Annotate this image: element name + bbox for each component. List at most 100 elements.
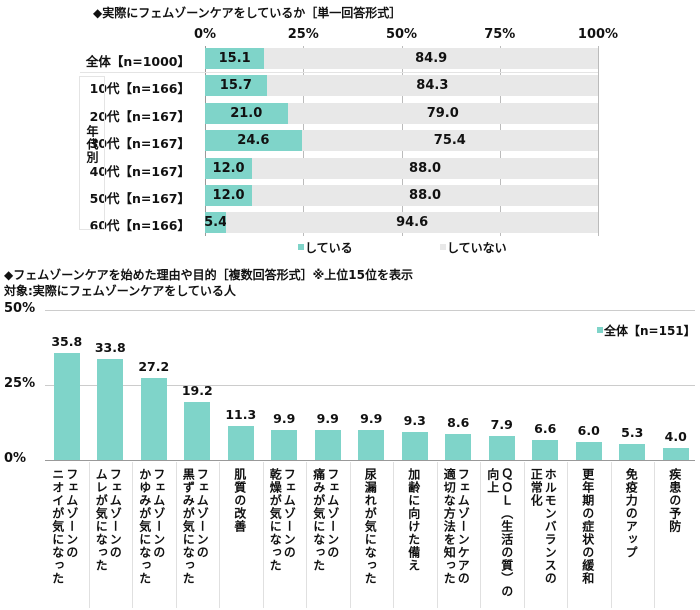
column-divider — [88, 462, 90, 608]
column-divider — [306, 462, 307, 608]
category-label: ＱＯＬ（生活の質）の 向上 — [486, 468, 514, 598]
row-label: 20代【n=167】 — [89, 109, 190, 124]
tick-label: 100% — [577, 27, 619, 42]
gridline — [45, 310, 695, 311]
category-label: 尿漏れが気になった — [363, 468, 377, 585]
data-label: 9.3 — [403, 413, 426, 429]
tick-label: 25% — [4, 376, 36, 391]
data-label: 35.8 — [51, 333, 83, 349]
category-label-line: 向上 — [485, 468, 500, 494]
category-label-line: ホルモンバランスの — [543, 468, 558, 585]
bar-segment: 84.3 — [266, 75, 598, 96]
category-label: 免疫力のアップ — [624, 468, 638, 559]
bar-segment: 75.4 — [301, 130, 598, 151]
category-label-line: 加齢に向けた備え — [406, 468, 421, 572]
category-label: 肌質の改善 — [233, 468, 247, 533]
bar — [401, 432, 428, 460]
category-label: フェムゾーンの 痛みが気になった — [312, 468, 340, 572]
chart2-title: ◆フェムゾーンケアを始めた理由や目的［複数回答形式］※上位15位を表示 — [4, 268, 413, 282]
legend-label: 全体【n=151】 — [604, 324, 696, 338]
gridline — [598, 46, 599, 236]
column-divider — [567, 462, 568, 608]
category-label: フェムゾーンの ムレが気になった — [94, 468, 122, 572]
bar — [619, 444, 646, 460]
tick-label: 0% — [193, 27, 217, 42]
category-label-line: 痛みが気になった — [311, 468, 326, 572]
category-label: 疾患の予防 — [668, 468, 682, 533]
category-label-line: フェムゾーンの — [325, 468, 340, 559]
group-box: 年代別 — [79, 76, 105, 230]
category-label-line: フェムゾーンの — [108, 468, 123, 559]
category-label-line: フェムゾーンの — [151, 468, 166, 559]
chart2-subtitle: 対象:実際にフェムゾーンケアをしている人 — [4, 284, 236, 298]
legend-label: していない — [447, 241, 507, 255]
bar-segment: 15.7 — [205, 75, 267, 96]
column-divider — [610, 462, 612, 608]
row-label: 全体【n=1000】 — [85, 54, 190, 69]
bar — [314, 430, 341, 460]
category-label-line: 正常化 — [529, 468, 544, 507]
data-label: 9.9 — [360, 411, 383, 427]
category-label-line: 適切な方法を知った — [442, 468, 457, 585]
divider — [80, 72, 598, 73]
bar-segment: 88.0 — [252, 185, 598, 206]
data-label: 11.3 — [225, 407, 257, 423]
tick-label: 75% — [484, 27, 516, 42]
bar-segment: 12.0 — [205, 158, 253, 179]
category-label: フェムゾーンの 黒ずみが気になった — [181, 468, 209, 585]
data-label: 6.6 — [534, 421, 557, 437]
row-label: 50代【n=167】 — [89, 191, 190, 206]
group-label: 年代別 — [85, 125, 99, 164]
column-divider — [262, 462, 264, 608]
column-divider — [219, 462, 220, 608]
tick-label: 25% — [287, 27, 319, 42]
category-label-line: かゆみが気になった — [137, 468, 152, 585]
category-label-line: フェムゾーンの — [64, 468, 79, 559]
data-label: 19.2 — [181, 383, 213, 399]
row-label: 40代【n=167】 — [89, 164, 190, 179]
bar-segment: 94.6 — [226, 212, 598, 233]
category-label-line: フェムゾーンの — [195, 468, 210, 559]
row-label: 30代【n=167】 — [89, 136, 190, 151]
category-label: 加齢に向けた備え — [407, 468, 421, 572]
legend-swatch — [597, 327, 603, 333]
data-label: 9.9 — [273, 411, 296, 427]
category-label-line: 免疫力のアップ — [624, 468, 639, 559]
bar-segment: 5.4 — [204, 212, 227, 233]
category-label: フェムゾーンの ニオイが気になった — [51, 468, 79, 585]
bar-segment: 21.0 — [205, 103, 288, 124]
category-label: フェムゾーンケアの 適切な方法を知った — [442, 468, 470, 585]
column-divider — [132, 462, 133, 608]
category-label-line: ムレが気になった — [94, 468, 109, 572]
bar — [140, 378, 167, 460]
axis-line — [45, 460, 695, 461]
bar-segment: 15.1 — [205, 48, 265, 69]
legend-label: している — [305, 241, 353, 255]
tick-label: 50% — [385, 27, 418, 42]
category-label-line: 更年期の症状の緩和 — [580, 468, 595, 585]
data-label: 6.0 — [577, 423, 600, 438]
bar — [227, 426, 254, 460]
data-label: 7.9 — [490, 417, 513, 433]
bar-segment: 88.0 — [252, 158, 598, 179]
category-label: ホルモンバランスの 正常化 — [529, 468, 557, 585]
bar — [488, 436, 515, 460]
bar — [184, 402, 211, 460]
column-divider — [393, 462, 394, 608]
row-label: 10代【n=166】 — [89, 81, 190, 96]
category-label: 更年期の症状の緩和 — [581, 468, 595, 585]
data-label: 8.6 — [447, 415, 470, 431]
row-label: 60代【n=166】 — [89, 218, 190, 233]
category-label-line: ニオイが気になった — [50, 468, 65, 585]
bar — [445, 434, 472, 460]
category-label: フェムゾーンの かゆみが気になった — [138, 468, 166, 585]
tick-label: 50% — [4, 301, 36, 316]
data-label: 27.2 — [138, 359, 170, 375]
column-divider — [654, 462, 655, 608]
column-divider — [175, 462, 177, 608]
bar — [53, 352, 80, 460]
chart1-title: ◆実際にフェムゾーンケアをしているか［単一回答形式］ — [93, 6, 402, 20]
column-divider — [436, 462, 438, 608]
column-divider — [480, 462, 481, 608]
